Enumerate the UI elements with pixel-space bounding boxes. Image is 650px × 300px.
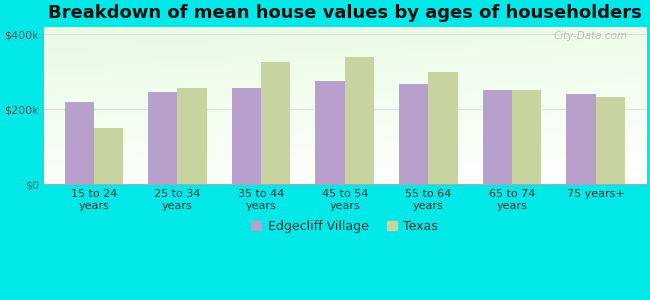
- Bar: [64, 102, 94, 184]
- Title: Breakdown of mean house values by ages of householders: Breakdown of mean house values by ages o…: [48, 4, 642, 22]
- Bar: [595, 97, 625, 184]
- Bar: [399, 84, 428, 184]
- Text: City-Data.com: City-Data.com: [554, 31, 628, 41]
- Bar: [344, 57, 374, 184]
- Bar: [428, 72, 458, 184]
- Bar: [315, 81, 344, 184]
- Bar: [512, 90, 541, 184]
- Bar: [232, 88, 261, 184]
- Bar: [177, 88, 207, 184]
- Legend: Edgecliff Village, Texas: Edgecliff Village, Texas: [246, 215, 443, 238]
- Bar: [483, 90, 512, 184]
- Bar: [148, 92, 177, 184]
- Bar: [94, 128, 123, 184]
- Bar: [261, 62, 291, 184]
- Bar: [566, 94, 595, 184]
